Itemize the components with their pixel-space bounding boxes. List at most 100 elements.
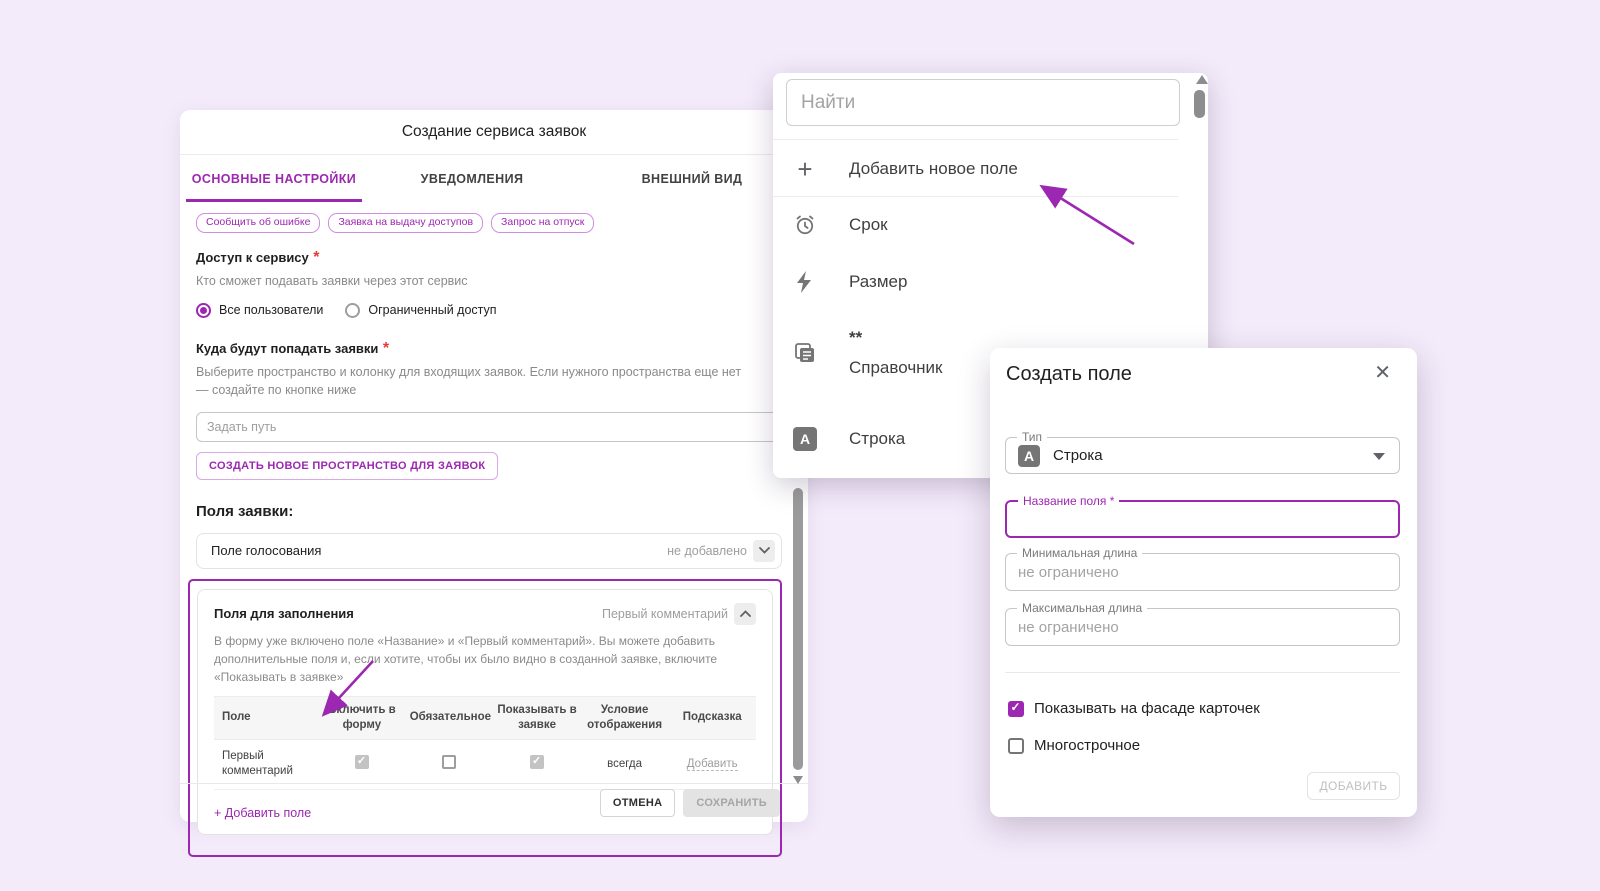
chip-report-error[interactable]: Сообщить об ошибке xyxy=(196,213,321,233)
dialog-title: Создание сервиса заявок xyxy=(401,123,587,140)
max-length-input[interactable]: Максимальная длина не ограничено xyxy=(1005,601,1400,646)
radio-label: Ограниченный доступ xyxy=(368,303,497,318)
popup-scrollbar[interactable] xyxy=(1194,90,1205,118)
search-placeholder: Найти xyxy=(801,91,856,113)
field-name-input[interactable]: Название поля * xyxy=(1005,494,1400,538)
col-condition: Условие отображения xyxy=(580,695,669,740)
access-section: Доступ к сервису * Кто сможет подавать з… xyxy=(196,249,782,318)
radio-icon xyxy=(345,302,361,318)
menu-item-size[interactable]: Размер xyxy=(773,253,1183,311)
divider xyxy=(1005,672,1400,673)
dialog-scrollbar[interactable] xyxy=(793,488,803,770)
close-icon[interactable]: ✕ xyxy=(1374,362,1391,384)
scroll-up-arrow-icon[interactable] xyxy=(1196,75,1208,84)
col-field: Поле xyxy=(214,695,319,740)
fields-heading: Поля заявки: xyxy=(196,502,294,520)
type-select[interactable]: Тип A Строка xyxy=(1005,430,1400,474)
type-select-value: Строка xyxy=(1053,447,1103,464)
show-checkbox[interactable] xyxy=(530,754,545,769)
access-label: Доступ к сервису xyxy=(196,249,309,265)
chevron-up-icon[interactable] xyxy=(734,602,756,625)
multiline-checkbox[interactable]: Многострочное xyxy=(1008,737,1140,754)
tab-label: ВНЕШНИЙ ВИД xyxy=(641,171,743,186)
checkbox-label: Показывать на фасаде карточек xyxy=(1034,700,1260,717)
voting-field-label: Поле голосования xyxy=(211,543,322,559)
max-length-label: Максимальная длина xyxy=(1017,601,1148,615)
destination-hint: Выберите пространство и колонку для вход… xyxy=(196,364,742,397)
menu-item-add-new-field[interactable]: + Добавить новое поле xyxy=(773,143,1183,195)
annotation-arrow-add-field xyxy=(321,660,374,717)
cancel-button[interactable]: ОТМЕНА xyxy=(599,789,676,817)
col-show: Показывать в заявке xyxy=(493,695,581,740)
string-type-icon: A xyxy=(792,426,818,452)
menu-item-due-date[interactable]: Срок xyxy=(773,197,1183,253)
menu-item-label-top: ** xyxy=(849,328,863,347)
dropdown-caret-icon xyxy=(1373,452,1385,460)
chevron-down-icon[interactable] xyxy=(753,539,775,562)
radio-all-users[interactable]: Все пользователи xyxy=(196,302,323,318)
dialog-content: Сообщить об ошибке Заявка на выдачу дост… xyxy=(180,202,808,857)
add-button[interactable]: ДОБАВИТЬ xyxy=(1307,772,1400,800)
chip-access-request[interactable]: Заявка на выдачу доступов xyxy=(328,213,484,233)
menu-item-label: Размер xyxy=(849,272,908,291)
min-length-input[interactable]: Минимальная длина не ограничено xyxy=(1005,546,1400,591)
annotation-arrow-add-new-field xyxy=(1039,184,1135,246)
create-field-dialog: Создать поле ✕ Тип A Строка Название пол… xyxy=(990,348,1417,817)
divider xyxy=(773,139,1178,140)
search-input[interactable]: Найти xyxy=(786,79,1180,126)
tab-label: УВЕДОМЛЕНИЯ xyxy=(420,171,524,186)
plus-icon: + xyxy=(797,154,813,184)
add-field-link[interactable]: + Добавить поле xyxy=(214,805,312,820)
add-hint-link[interactable]: Добавить xyxy=(686,757,738,771)
checkbox-unchecked-icon xyxy=(1008,737,1024,754)
required-asterisk: * xyxy=(382,339,390,357)
checkbox-checked-icon xyxy=(1008,700,1024,717)
fill-fields-description: В форму уже включено поле «Название» и «… xyxy=(214,633,718,684)
scroll-down-arrow-icon[interactable] xyxy=(793,776,803,784)
tab-notifications[interactable]: УВЕДОМЛЕНИЯ xyxy=(362,155,582,202)
menu-item-string[interactable]: A Строка xyxy=(773,403,1183,475)
string-type-icon: A xyxy=(1018,444,1040,467)
menu-item-label: Срок xyxy=(849,215,888,234)
voting-field-row[interactable]: Поле голосования не добавлено xyxy=(196,532,782,569)
col-hint: Подсказка xyxy=(668,695,756,740)
path-input[interactable]: Задать путь xyxy=(196,411,782,442)
fill-fields-highlight-box: Поля для заполнения Первый комментарий В… xyxy=(188,578,782,857)
access-hint: Кто сможет подавать заявки через этот се… xyxy=(196,273,468,288)
create-space-button[interactable]: СОЗДАТЬ НОВОЕ ПРОСТРАНСТВО ДЛЯ ЗАЯВОК xyxy=(196,451,499,480)
field-name-cell: Первый комментарий xyxy=(214,739,319,790)
required-checkbox[interactable] xyxy=(442,754,457,769)
include-checkbox[interactable] xyxy=(354,754,369,769)
condition-cell: всегда xyxy=(580,739,669,790)
checkbox-label: Многострочное xyxy=(1034,737,1141,754)
chip-vacation-request[interactable]: Запрос на отпуск xyxy=(491,213,595,233)
fill-fields-card: Поля для заполнения Первый комментарий В… xyxy=(197,588,773,835)
voting-field-status: не добавлено xyxy=(667,543,747,558)
divider xyxy=(773,196,1178,197)
create-service-dialog: Создание сервиса заявок ОСНОВНЫЕ НАСТРОЙ… xyxy=(180,110,808,857)
tab-label: ОСНОВНЫЕ НАСТРОЙКИ xyxy=(191,171,357,186)
radio-limited-access[interactable]: Ограниченный доступ xyxy=(345,302,497,318)
dialog-footer: ОТМЕНА СОХРАНИТЬ xyxy=(180,783,808,822)
min-length-placeholder: не ограничено xyxy=(1018,563,1119,581)
col-required: Обязательное xyxy=(405,695,494,740)
template-chips: Сообщить об ошибке Заявка на выдачу дост… xyxy=(196,213,782,233)
destination-section: Куда будут попадать заявки * Выберите пр… xyxy=(196,340,782,480)
min-length-label: Минимальная длина xyxy=(1017,546,1143,560)
destination-label: Куда будут попадать заявки xyxy=(196,340,379,356)
menu-item-label: Добавить новое поле xyxy=(849,159,1018,178)
tab-appearance[interactable]: ВНЕШНИЙ ВИД xyxy=(582,155,802,202)
max-length-placeholder: не ограничено xyxy=(1018,618,1119,636)
alarm-clock-icon xyxy=(792,212,818,238)
field-name-label: Название поля * xyxy=(1018,494,1120,508)
tab-main-settings[interactable]: ОСНОВНЫЕ НАСТРОЙКИ xyxy=(186,155,362,202)
menu-item-label: Строка xyxy=(849,429,906,448)
fill-fields-title: Поля для заполнения xyxy=(214,606,354,622)
path-placeholder: Задать путь xyxy=(207,419,277,434)
show-on-card-face-checkbox[interactable]: Показывать на фасаде карточек xyxy=(1008,700,1260,717)
menu-item-catalog[interactable]: ** Справочник xyxy=(773,311,1183,395)
lightning-bolt-icon xyxy=(792,269,818,295)
access-options: Все пользователи Ограниченный доступ xyxy=(196,302,782,318)
save-button[interactable]: СОХРАНИТЬ xyxy=(683,789,780,817)
